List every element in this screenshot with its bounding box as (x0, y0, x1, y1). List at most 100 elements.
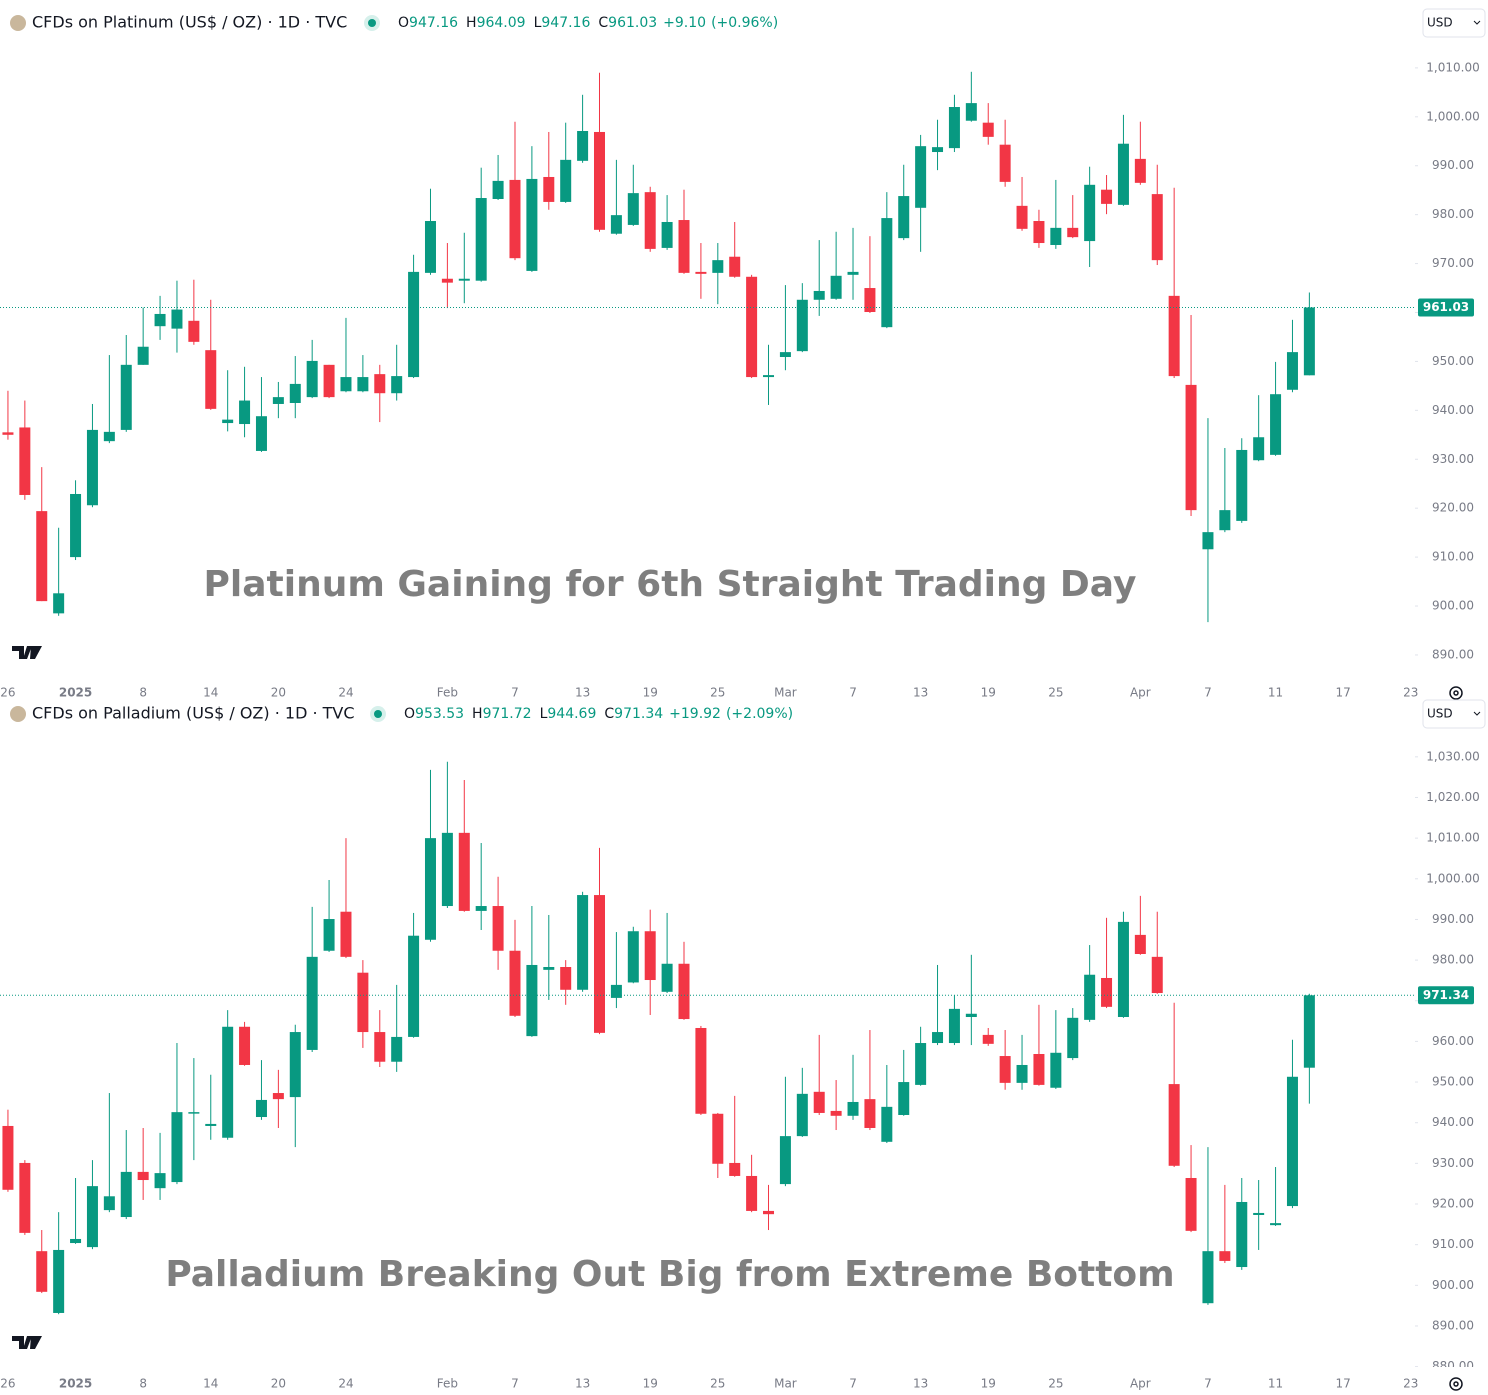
candle-body (1016, 1064, 1028, 1083)
candle-body (374, 374, 386, 394)
candle-body (915, 146, 927, 208)
candle-body (272, 397, 284, 404)
candle-body (965, 103, 977, 121)
y-tick-label: 1,000.00 (1426, 871, 1479, 885)
candle-body (830, 275, 842, 299)
last-price-label: 971.34 (1423, 988, 1469, 1002)
candle-body (374, 1032, 386, 1062)
candle-body (408, 935, 420, 1037)
candle-body (441, 278, 453, 283)
candle-body (1084, 974, 1096, 1020)
x-tick-label: Mar (774, 686, 797, 700)
x-tick-label: Mar (774, 1377, 797, 1391)
tv-logo (12, 646, 42, 659)
ohlc-key: L (540, 706, 548, 722)
currency-select[interactable]: USD (1422, 8, 1486, 38)
y-tick-label: 980.00 (1432, 207, 1474, 221)
x-tick-label: 17 (1336, 686, 1351, 700)
candle-body (289, 1032, 301, 1098)
candle-body (813, 1091, 825, 1113)
candle-body (188, 1112, 200, 1114)
candle-body (205, 350, 217, 409)
candle-body (1033, 1054, 1045, 1085)
gear[interactable] (1449, 686, 1463, 700)
currency-label: USD (1427, 707, 1453, 721)
x-tick-label: 7 (1204, 1377, 1212, 1391)
candle-body (610, 215, 622, 234)
candle-body (1151, 194, 1163, 261)
candle-body (492, 906, 504, 951)
candle-body (678, 963, 690, 1020)
x-tick-label: 26 (0, 686, 15, 700)
gear[interactable] (1449, 1377, 1463, 1391)
candle-body (610, 984, 622, 998)
candle-body (948, 1008, 960, 1044)
x-tick-label: 13 (575, 1377, 590, 1391)
x-tick-label: 7 (511, 686, 519, 700)
ohlc-value: 961.03 (608, 15, 657, 31)
settings-icon[interactable] (1449, 686, 1463, 700)
candle-body (847, 271, 859, 275)
x-tick-label: 8 (139, 1377, 147, 1391)
x-tick-label: 25 (1048, 1377, 1063, 1391)
candle-body (1151, 956, 1163, 994)
currency-select[interactable]: USD (1422, 699, 1486, 729)
x-tick-label: 19 (643, 1377, 658, 1391)
candle-body (36, 1251, 48, 1292)
candle-body (171, 309, 183, 329)
candle-body (2, 1125, 14, 1190)
candle-body (239, 400, 251, 425)
y-tick-label: 920.00 (1432, 1197, 1474, 1211)
candle-body (763, 375, 775, 378)
candle-body (137, 1171, 149, 1181)
x-tick-label: 24 (338, 1377, 353, 1391)
candle-body (864, 288, 876, 313)
currency-box (1422, 699, 1486, 729)
candle-body (948, 107, 960, 149)
candle-body (120, 1171, 132, 1218)
candle-body (1185, 1177, 1197, 1231)
change-pct: (+0.96%) (711, 15, 778, 31)
candle-body (357, 377, 369, 392)
candle-body (712, 260, 724, 273)
candle-body (577, 130, 589, 161)
candle-body (255, 416, 267, 451)
x-tick-label: 7 (511, 1377, 519, 1391)
candle-body (746, 276, 758, 378)
candle-body (475, 906, 487, 911)
candle-body (103, 431, 115, 442)
gear-hub (1453, 690, 1459, 696)
candle-body (543, 176, 555, 202)
x-tick-label: 25 (710, 1377, 725, 1391)
candle-body (255, 1099, 267, 1118)
candle-body (391, 376, 403, 394)
candle-body (1101, 189, 1113, 204)
ohlc-key: C (604, 706, 614, 722)
y-tick-label: 900.00 (1432, 599, 1474, 613)
x-tick-label: 13 (913, 686, 928, 700)
x-tick-label: 25 (1048, 686, 1063, 700)
candle-body (1033, 221, 1045, 244)
candle-body (424, 221, 436, 273)
candle-body (1202, 1251, 1214, 1304)
candle-body (1050, 1052, 1062, 1088)
logo-shape (12, 646, 42, 659)
change: +19.92 (669, 706, 721, 722)
candle-body (779, 352, 791, 358)
ohlc-key: L (534, 15, 542, 31)
candles (2, 761, 1315, 1315)
candle-body (1168, 295, 1180, 377)
candle-body (171, 1112, 183, 1183)
x-tick-label: Apr (1130, 1377, 1151, 1391)
dropdown-arrow (1473, 20, 1481, 25)
candle-body (1219, 1251, 1231, 1261)
settings-icon[interactable] (1449, 1377, 1463, 1391)
candle-body (779, 1136, 791, 1185)
candle-body (1303, 995, 1315, 1068)
y-tick-label: 910.00 (1432, 550, 1474, 564)
candle-body (391, 1036, 403, 1062)
y-tick-label: 890.00 (1432, 1318, 1474, 1332)
last-price-label: 961.03 (1423, 300, 1469, 314)
candle-body (1286, 352, 1298, 390)
